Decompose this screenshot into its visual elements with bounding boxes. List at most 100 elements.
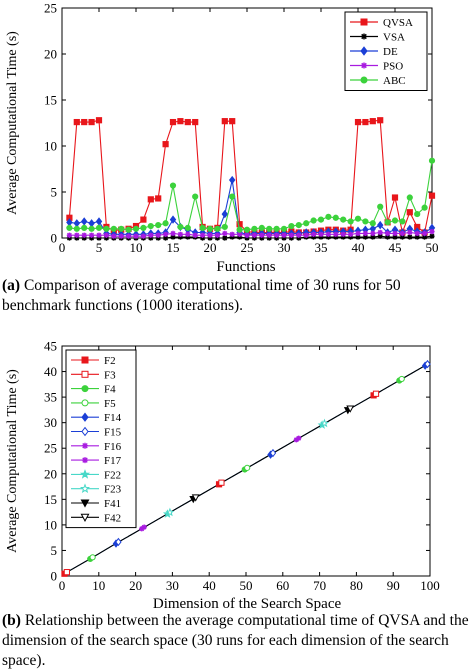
chart-a-point-pso [348, 231, 354, 237]
chart-b-ytick-label: 15 [44, 492, 57, 507]
chart-a-legend-marker [360, 76, 368, 84]
chart-a-point-abc [347, 218, 354, 225]
chart-b-ylabel: Average Computational Time (s) [5, 369, 20, 553]
chart-a-point-abc [310, 217, 317, 224]
chart-a-point-pso [399, 230, 405, 236]
chart-a-point-pso [370, 230, 376, 236]
chart-b-point-f23 [319, 418, 330, 428]
chart-a-point-abc [229, 193, 236, 200]
chart-a-point-qvsa [229, 118, 236, 125]
chart-a-point-abc [369, 220, 376, 227]
chart-b-legend-label: F14 [104, 412, 122, 424]
chart-a-point-pso [237, 231, 243, 237]
chart-a-point-abc [125, 226, 132, 233]
chart-a-point-pso [407, 229, 413, 236]
chart-b-point-f5 [244, 464, 251, 471]
chart-a-point-qvsa [428, 192, 436, 199]
chart-a-point-pso [200, 232, 206, 238]
chart-a-point-abc [414, 210, 421, 218]
chart-a-point-abc [354, 215, 362, 222]
chart-a-point-abc [155, 222, 162, 229]
chart-a-point-abc [192, 193, 199, 200]
chart-b-legend-marker [79, 483, 91, 494]
chart-b-legend-marker [79, 469, 91, 479]
chart-a-point-abc [377, 203, 384, 210]
chart-a-legend-label: ABC [383, 75, 406, 87]
chart-a-point-abc [273, 225, 280, 232]
chart-a-point-vsa [355, 234, 361, 240]
chart-a-point-pso [296, 232, 302, 238]
chart-a-point-abc [303, 220, 310, 227]
chart-a-point-de [376, 220, 384, 230]
chart-a-point-pso [311, 231, 317, 237]
chart-a-xtick-label: 0 [59, 240, 66, 255]
chart-a-point-vsa [311, 234, 317, 240]
chart-a-series-abc [66, 157, 436, 233]
chart-a-point-vsa [348, 234, 354, 240]
chart-a-point-abc [280, 225, 288, 232]
chart-a-point-pso [155, 232, 161, 238]
chart-a-point-pso [318, 231, 324, 237]
chart-a-point-pso [281, 232, 287, 238]
chart-a-xtick-label: 45 [389, 240, 402, 255]
chart-a-point-vsa [414, 234, 420, 240]
chart-a-point-pso [140, 233, 146, 239]
chart-b-ytick-label: 5 [51, 543, 58, 558]
chart-a-xtick-label: 20 [204, 240, 217, 255]
caption-b-label: (b) [2, 612, 21, 629]
chart-a-point-qvsa [155, 195, 162, 202]
chart-a-point-vsa [89, 235, 95, 241]
chart-a-legend-marker [360, 18, 368, 26]
chart-b-point-f3 [372, 390, 380, 397]
chart-a-point-vsa [96, 235, 102, 241]
chart-b-point-f5 [398, 375, 405, 383]
chart-b-point-f42 [346, 405, 355, 413]
chart-a-point-vsa [237, 234, 243, 240]
chart-a-point-vsa [288, 235, 294, 241]
chart-a-point-pso [163, 231, 169, 237]
caption-a-text: Comparison of average computational time… [2, 277, 401, 314]
chart-a-point-qvsa [354, 118, 362, 126]
chart-a-point-de [88, 219, 95, 228]
chart-b-legend-label: F3 [104, 369, 116, 381]
chart-a-point-vsa [103, 235, 109, 241]
chart-a-ytick-label: 5 [51, 185, 58, 200]
chart-a-point-abc [317, 216, 325, 223]
chart-a-point-qvsa [377, 117, 384, 124]
chart-a-point-pso [126, 233, 132, 239]
chart-a-point-qvsa [369, 118, 376, 125]
chart-a-point-vsa [385, 234, 391, 240]
chart-a-point-vsa [148, 235, 154, 241]
chart-a-point-vsa [66, 235, 72, 241]
chart-a-point-pso [133, 233, 139, 239]
chart-a-point-qvsa [177, 118, 184, 125]
chart-a-point-de [80, 217, 88, 226]
chart-a-point-abc [362, 218, 369, 225]
chart-a-point-pso [429, 228, 435, 235]
chart-b-xtick-label: 40 [203, 578, 216, 593]
chart-a-point-vsa [74, 235, 80, 241]
chart-a-ylabel: Average Computational Time (s) [5, 31, 20, 215]
chart-a-point-pso [81, 232, 87, 238]
chart-a-point-vsa [177, 234, 183, 240]
chart-a-point-vsa [340, 234, 346, 240]
chart-b-ytick-label: 30 [44, 415, 57, 430]
chart-a-point-vsa [377, 233, 383, 239]
chart-a-point-pso [74, 232, 80, 238]
chart-a-point-pso [377, 229, 383, 236]
chart-a-point-abc [169, 182, 177, 189]
chart-b-point-f16 [293, 437, 299, 443]
chart-a: Average Computational Time (s) Functions… [5, 1, 439, 276]
chart-a-ytick-label: 20 [44, 47, 57, 62]
chart-b-ytick-label: 25 [44, 441, 57, 456]
chart-a-point-qvsa [95, 117, 103, 124]
chart-a-xtick-label: 15 [167, 240, 180, 255]
chart-b-legend-marker [81, 370, 89, 378]
chart-a-xtick-label: 30 [278, 240, 291, 255]
chart-b-point-f17 [296, 435, 302, 441]
chart-a-point-vsa [296, 235, 302, 241]
chart-a-point-abc [243, 226, 251, 233]
chart-b-legend-marker [81, 385, 89, 393]
chart-a-point-pso [414, 230, 420, 236]
